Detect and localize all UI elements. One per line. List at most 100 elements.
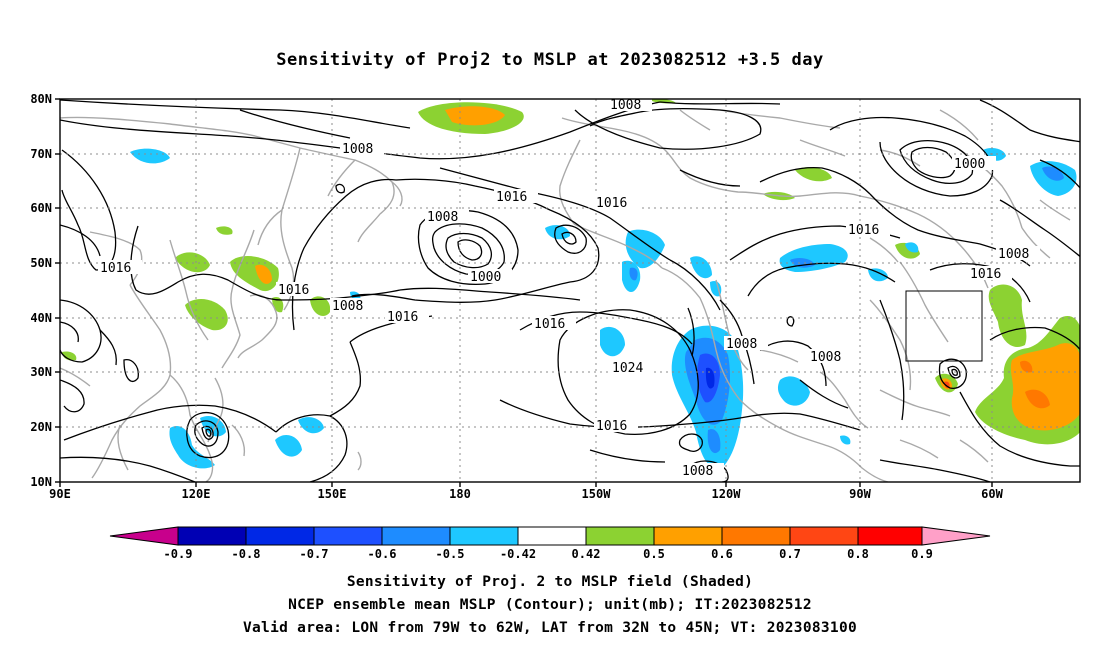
contour-label: 1016 [848, 223, 879, 238]
coastlines [60, 109, 1071, 482]
map-title: Sensitivity of Proj2 to MSLP at 20230825… [276, 50, 824, 70]
plot-frame [59, 98, 1081, 483]
colorbar-swatch [517, 526, 587, 546]
positive-patch [62, 351, 77, 361]
colorbar-swatch [177, 526, 247, 546]
lon-label: 120W [712, 487, 742, 501]
contour-label: 1008 [998, 247, 1029, 262]
positive-patch [255, 264, 272, 284]
negative-patch [710, 280, 722, 297]
colorbar-label: -0.42 [500, 547, 536, 561]
lon-label: 120E [182, 487, 211, 501]
negative-patch [169, 425, 215, 469]
contour-label: 1000 [470, 270, 501, 285]
positive-patch [175, 252, 210, 273]
contour-label: 1008 [682, 464, 713, 479]
positive-patch [795, 167, 832, 182]
colorbar-swatch [857, 526, 923, 546]
latitude-labels: 80N 70N 60N 50N 40N 30N 20N 10N [30, 92, 52, 489]
negative-patch [545, 225, 570, 240]
colorbar-label: 0.9 [911, 547, 933, 561]
colorbar-swatch [789, 526, 859, 546]
longitude-labels: 90E 120E 150E 180 150W 120W 90W 60W [49, 487, 1003, 501]
lat-label: 10N [30, 475, 52, 489]
positive-patch [310, 296, 331, 316]
lat-label: 80N [30, 92, 52, 106]
negative-patch [690, 256, 712, 279]
lon-label: 90W [849, 487, 871, 501]
axis-ticks [55, 98, 993, 487]
positive-patch [1020, 360, 1033, 373]
lon-label: 150E [318, 487, 347, 501]
negative-patch [275, 435, 302, 457]
contour-label: 1008 [610, 98, 641, 113]
negative-patch [779, 244, 848, 272]
negative-patch [840, 435, 851, 445]
lat-label: 50N [30, 256, 52, 270]
colorbar-low-triangle [109, 526, 179, 546]
contour-label: 1016 [496, 190, 527, 205]
contour-label: 1008 [342, 142, 373, 157]
colorbar-swatch [653, 526, 723, 546]
colorbar-label: 0.6 [711, 547, 733, 561]
sensitivity-shading [62, 99, 1080, 469]
negative-patch [868, 268, 888, 282]
contour-label: 1016 [534, 317, 565, 332]
contour-label: 1016 [100, 261, 131, 276]
negative-patch [705, 367, 715, 389]
colorbar-swatch [585, 526, 655, 546]
colorbar-label: -0.9 [164, 547, 193, 561]
caption-line-1: Sensitivity of Proj. 2 to MSLP field (Sh… [346, 574, 754, 590]
positive-patch [988, 284, 1027, 348]
positive-patch [1025, 389, 1050, 409]
colorbar-label: 0.7 [779, 547, 801, 561]
contour-label: 1008 [810, 350, 841, 365]
lon-label: 180 [449, 487, 471, 501]
colorbar-label: -0.6 [368, 547, 397, 561]
contour-label: 1008 [332, 299, 363, 314]
lat-label: 70N [30, 147, 52, 161]
lat-label: 40N [30, 311, 52, 325]
colorbar-label: -0.8 [232, 547, 261, 561]
lat-label: 30N [30, 365, 52, 379]
colorbar-labels: -0.9 -0.8 -0.7 -0.6 -0.5 -0.42 0.42 0.5 … [164, 547, 933, 561]
lat-label: 60N [30, 201, 52, 215]
contour-label: 1024 [612, 361, 643, 376]
colorbar-high-triangle [921, 526, 991, 546]
contour-label: 1016 [596, 196, 627, 211]
valid-area-box [905, 290, 983, 362]
negative-patch [625, 229, 665, 269]
colorbar-swatch [381, 526, 451, 546]
negative-patch [629, 267, 638, 281]
lat-label: 20N [30, 420, 52, 434]
contour-label: 1008 [726, 337, 757, 352]
positive-patch [216, 226, 233, 235]
contour-label-group: 1008 1000 1008 1016 1016 1008 1016 1016 … [98, 97, 1040, 479]
contour-label: 1008 [427, 210, 458, 225]
negative-patch [130, 148, 170, 164]
lon-label: 60W [981, 487, 1003, 501]
contour-label: 1016 [970, 267, 1001, 282]
positive-patch [1010, 343, 1080, 431]
colorbar-label: 0.8 [847, 547, 869, 561]
contour-label: 1016 [278, 283, 309, 298]
caption-line-3: Valid area: LON from 79W to 62W, LAT fro… [242, 620, 858, 636]
lon-label: 90E [49, 487, 71, 501]
negative-patch [777, 376, 810, 406]
contour-label: 1016 [387, 310, 418, 325]
negative-patch [790, 257, 815, 268]
colorbar [109, 526, 991, 546]
lon-label: 150W [582, 487, 612, 501]
contour-label: 1000 [954, 157, 985, 172]
negative-patch [707, 429, 721, 454]
positive-patch [185, 298, 228, 331]
colorbar-swatch [313, 526, 383, 546]
colorbar-swatch [721, 526, 791, 546]
colorbar-label: -0.7 [300, 547, 329, 561]
colorbar-label: 0.42 [572, 547, 601, 561]
contour-label: 1016 [596, 419, 627, 434]
caption-line-2: NCEP ensemble mean MSLP (Contour); unit(… [288, 597, 812, 613]
colorbar-swatch [449, 526, 519, 546]
colorbar-swatch [245, 526, 315, 546]
